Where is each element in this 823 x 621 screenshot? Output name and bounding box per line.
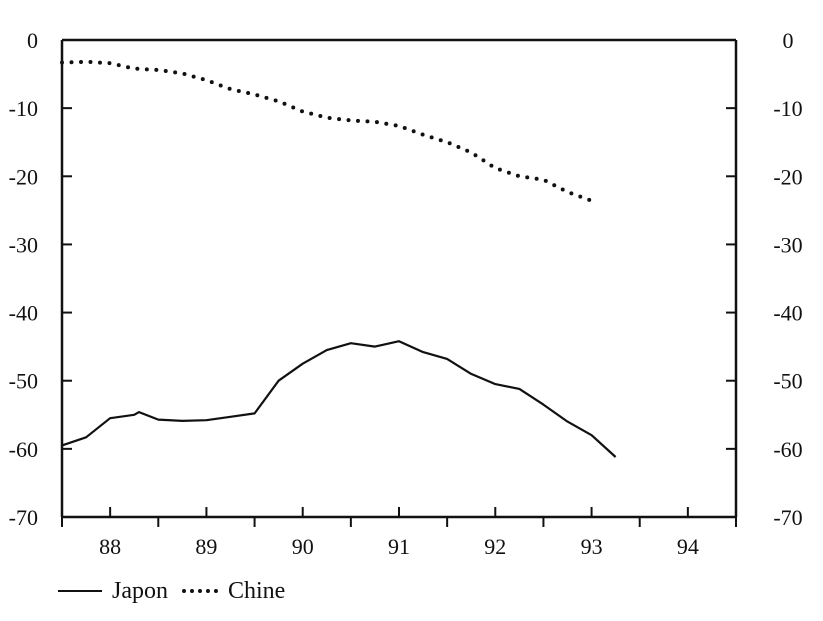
y-tick-label-left: -50 [9,369,38,394]
y-tick-label-right: -10 [773,96,802,121]
y-tick-label-left: 0 [27,28,38,53]
legend-item-chine: Chine [182,578,285,605]
x-tick-label: 91 [388,534,410,559]
series-layer [60,59,617,458]
y-tick-label-left: -20 [9,164,38,189]
legend-label-chine: Chine [228,577,286,604]
x-tick-label: 93 [581,534,603,559]
y-tick-label-right: -40 [773,301,802,326]
series-line-japon [61,340,617,458]
y-axis-right: 0 -10 -20 -30 -40 -50 -60 -70 [726,28,803,530]
x-tick-label: 89 [195,534,217,559]
legend: Japon Chine [58,574,299,608]
y-tick-label-right: -50 [773,369,802,394]
y-tick-label-left: -60 [9,437,38,462]
y-tick-label-right: -60 [773,437,802,462]
y-tick-label-right: -20 [773,164,802,189]
x-tick-label: 94 [677,534,699,559]
y-tick-label-left: -40 [9,301,38,326]
y-tick-label-left: -30 [9,232,38,257]
legend-swatch-solid [58,590,102,592]
y-axis-left: 0 -10 -20 -30 -40 -50 -60 -70 [9,28,72,530]
plot-frame [60,38,738,519]
y-tick-label-right: 0 [783,28,794,53]
legend-item-japon: Japon [58,578,168,605]
x-axis: 88 89 90 91 92 93 94 [61,507,737,559]
x-tick-label: 90 [292,534,314,559]
legend-swatch-dotted [182,589,218,593]
series-line-chine [60,59,594,203]
legend-label-japon: Japon [112,577,168,604]
y-tick-label-left: -10 [9,96,38,121]
y-tick-label-left: -70 [9,505,38,530]
y-tick-label-right: -70 [773,505,802,530]
x-tick-label: 88 [99,534,121,559]
y-tick-label-right: -30 [773,232,802,257]
x-tick-label: 92 [484,534,506,559]
